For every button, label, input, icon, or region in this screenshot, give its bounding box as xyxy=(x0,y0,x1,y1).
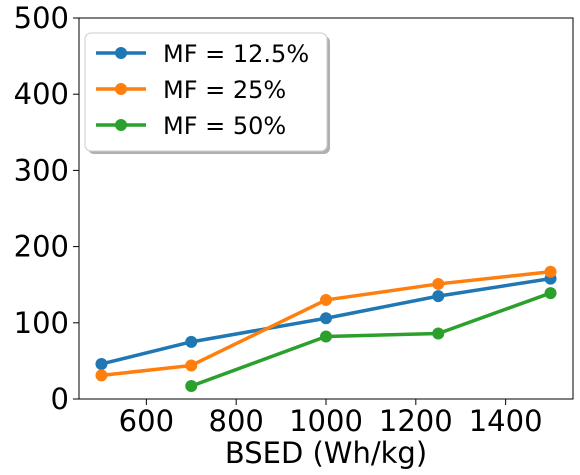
series xyxy=(95,265,557,382)
y-tick-label: 300 xyxy=(14,153,69,187)
data-point xyxy=(185,380,198,393)
data-point xyxy=(320,330,332,343)
legend-item: MF = 12.5% xyxy=(96,40,309,68)
y-axis: 0 100 200 300 400 500 xyxy=(14,1,79,416)
series xyxy=(95,272,557,370)
series xyxy=(185,287,557,393)
data-point xyxy=(185,359,198,372)
x-axis-title: BSED (Wh/kg) xyxy=(225,436,427,470)
data-point xyxy=(432,277,445,290)
x-axis: 600 800 1000 1200 1400 xyxy=(119,399,543,438)
legend-item: MF = 50% xyxy=(96,112,286,140)
legend-label: MF = 50% xyxy=(163,112,286,140)
y-tick-label: 500 xyxy=(14,1,69,35)
data-point xyxy=(544,265,557,278)
x-tick-label: 800 xyxy=(209,404,264,438)
y-tick-label: 100 xyxy=(14,306,69,340)
series-layer xyxy=(95,265,557,393)
data-point xyxy=(320,312,332,325)
x-tick-label: 1400 xyxy=(469,404,543,438)
legend-item: MF = 25% xyxy=(96,76,286,104)
data-point xyxy=(95,357,108,370)
legend-label: MF = 25% xyxy=(163,76,286,104)
data-point xyxy=(544,287,557,300)
x-tick-label: 600 xyxy=(119,404,174,438)
legend-label: MF = 12.5% xyxy=(163,40,309,68)
legend-swatch-marker xyxy=(115,119,127,131)
x-tick-label: 1000 xyxy=(289,404,363,438)
y-tick-label: 400 xyxy=(14,77,69,111)
data-point xyxy=(185,335,198,348)
legend-swatch-marker xyxy=(115,83,127,95)
data-point xyxy=(320,293,332,306)
y-tick-label: 0 xyxy=(51,382,69,416)
data-point xyxy=(432,327,445,340)
data-point xyxy=(95,369,108,382)
legend: MF = 12.5% MF = 25% MF = 50% xyxy=(84,32,330,154)
series-line xyxy=(190,291,552,388)
legend-box xyxy=(84,32,328,152)
x-tick-label: 1200 xyxy=(379,404,453,438)
y-tick-label: 200 xyxy=(14,230,69,264)
data-point xyxy=(432,290,445,303)
legend-swatch-marker xyxy=(115,47,127,59)
